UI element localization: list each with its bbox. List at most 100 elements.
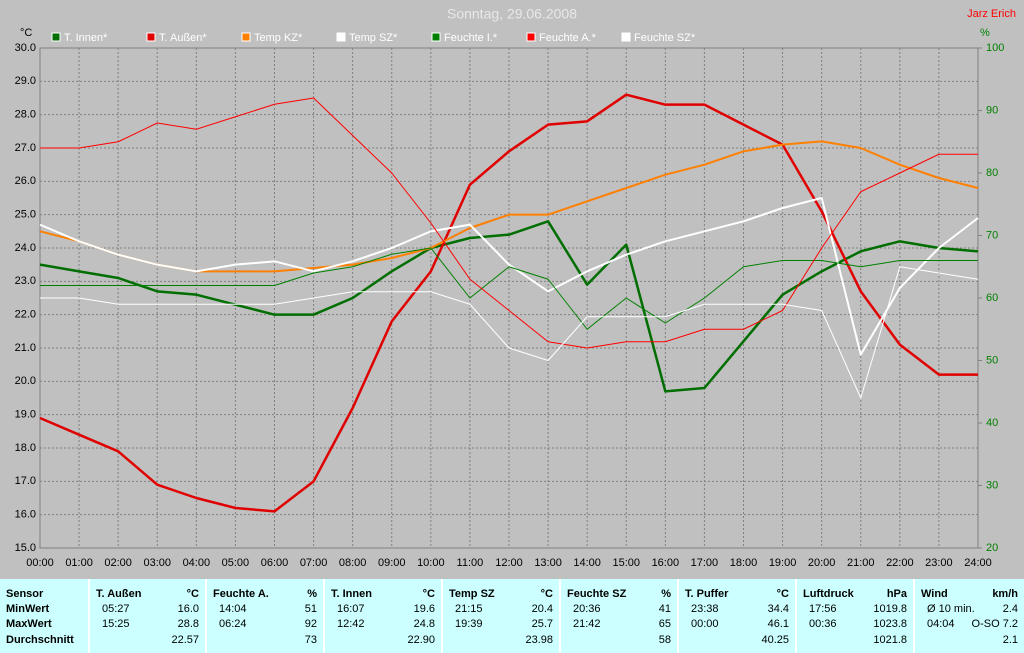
column-unit: °C: [186, 588, 199, 600]
column-unit: °C: [540, 588, 553, 600]
cell-value: 73: [304, 634, 317, 646]
column-header: Feuchte SZ: [567, 588, 627, 600]
y-tick-label: 27.0: [15, 142, 36, 154]
column-header: T. Innen: [331, 588, 372, 600]
cell-value: 2.4: [1002, 603, 1018, 615]
y2-tick-label: 20: [986, 542, 998, 554]
series-line: [40, 97, 978, 349]
cell-value: 92: [304, 618, 317, 630]
stats-table: Sensor MinWert MaxWert Durchschnitt T. Außen…: [0, 579, 1024, 653]
table-column: Feuchte A.% 14:04 51 06:24 92 73: [205, 579, 323, 653]
x-tick-label: 03:00: [143, 557, 171, 569]
y-tick-label: 17.0: [15, 475, 36, 487]
x-tick-label: 10:00: [417, 557, 445, 569]
x-tick-label: 09:00: [378, 557, 406, 569]
cell-value: 65: [658, 618, 671, 630]
y-tick-label: 25.0: [15, 209, 36, 221]
column-header: Wind: [921, 588, 948, 600]
column-unit: %: [661, 588, 671, 600]
cell-value: 2.1: [1002, 634, 1018, 646]
row-label: MinWert: [6, 603, 50, 615]
cell-value: O-SO 7.2: [971, 618, 1018, 630]
cell-time: 05:27: [102, 603, 130, 615]
cell-time: 14:04: [219, 603, 247, 615]
legend-label: Feuchte I.*: [444, 32, 498, 44]
x-tick-label: 13:00: [534, 557, 562, 569]
x-tick-label: 15:00: [612, 557, 640, 569]
legend-label: Temp KZ*: [254, 32, 303, 44]
legend-marker: [241, 32, 251, 42]
column-unit: %: [307, 588, 317, 600]
column-unit: °C: [776, 588, 789, 600]
legend-label: Feuchte SZ*: [634, 32, 696, 44]
column-unit: hPa: [886, 588, 907, 600]
series-line: [39, 220, 979, 393]
y2-tick-label: 50: [986, 354, 998, 366]
x-tick-label: 05:00: [222, 557, 250, 569]
x-tick-label: 01:00: [65, 557, 93, 569]
column-unit: °C: [422, 588, 435, 600]
y2-tick-label: 80: [986, 167, 998, 179]
x-tick-label: 20:00: [808, 557, 836, 569]
cell-value: 1019.8: [873, 603, 907, 615]
table-column: T. Puffer °C 23:38 34.4 00:00 46.1 40.25: [677, 579, 795, 653]
table-column: T. Innen °C 16:07 19.6 12:42 24.8 22.90: [323, 579, 441, 653]
legend-label: Temp SZ*: [349, 32, 398, 44]
table-column: Temp SZ °C 21:15 20.4 19:39 25.7 23.98: [441, 579, 559, 653]
x-tick-label: 23:00: [925, 557, 953, 569]
cell-value: 22.57: [171, 634, 199, 646]
cell-time: 12:42: [337, 618, 365, 630]
y2-tick-label: 60: [986, 292, 998, 304]
cell-time: 06:24: [219, 618, 247, 630]
x-tick-label: 19:00: [769, 557, 797, 569]
cell-value: 22.90: [407, 634, 435, 646]
y2-tick-label: 90: [986, 104, 998, 116]
legend-marker: [51, 32, 61, 42]
column-header: Feuchte A.: [213, 588, 269, 600]
y-tick-label: 24.0: [15, 242, 36, 254]
x-tick-label: 08:00: [339, 557, 367, 569]
x-tick-label: 02:00: [104, 557, 132, 569]
legend-label: T. Innen*: [64, 32, 108, 44]
x-tick-label: 14:00: [573, 557, 601, 569]
y-tick-label: 16.0: [15, 509, 36, 521]
y-tick-label: 30.0: [15, 42, 36, 54]
x-tick-label: 22:00: [886, 557, 914, 569]
series-line: [39, 93, 978, 513]
cell-time: 00:00: [691, 618, 719, 630]
series-line: [39, 197, 979, 356]
y-tick-label: 23.0: [15, 275, 36, 287]
y-tick-label: 15.0: [15, 542, 36, 554]
x-tick-label: 00:00: [26, 557, 54, 569]
cell-time: 17:56: [809, 603, 837, 615]
table-column: Wind km/h Ø 10 min. 2.4 04:04 O-SO 7.2 2.1: [913, 579, 1024, 653]
y-tick-label: 28.0: [15, 109, 36, 121]
cell-time: Ø 10 min.: [927, 603, 975, 615]
row-label: MaxWert: [6, 618, 52, 630]
legend-label: T. Außen*: [159, 32, 207, 44]
column-header: Sensor: [6, 588, 44, 600]
legend-marker: [621, 32, 631, 42]
y2-tick-label: 100: [986, 42, 1004, 54]
cell-value: 16.0: [177, 603, 199, 615]
cell-value: 41: [658, 603, 671, 615]
cell-value: 51: [304, 603, 317, 615]
legend-marker: [431, 32, 441, 42]
x-tick-label: 17:00: [691, 557, 719, 569]
legend-marker: [526, 32, 536, 42]
x-tick-label: 06:00: [261, 557, 289, 569]
column-header: T. Puffer: [685, 588, 729, 600]
series-line: [40, 247, 978, 330]
cell-value: 20.4: [531, 603, 553, 615]
x-tick-label: 12:00: [495, 557, 523, 569]
cell-value: 46.1: [767, 618, 789, 630]
cell-value: 1023.8: [873, 618, 907, 630]
y-tick-label: 21.0: [15, 342, 36, 354]
table-column: Sensor MinWert MaxWert Durchschnitt: [0, 579, 88, 653]
chart-title: Sonntag, 29.06.2008: [447, 6, 577, 22]
y-tick-label: 19.0: [15, 409, 36, 421]
y-tick-label: 22.0: [15, 309, 36, 321]
cell-value: 40.25: [761, 634, 789, 646]
y-tick-label: 26.0: [15, 175, 36, 187]
